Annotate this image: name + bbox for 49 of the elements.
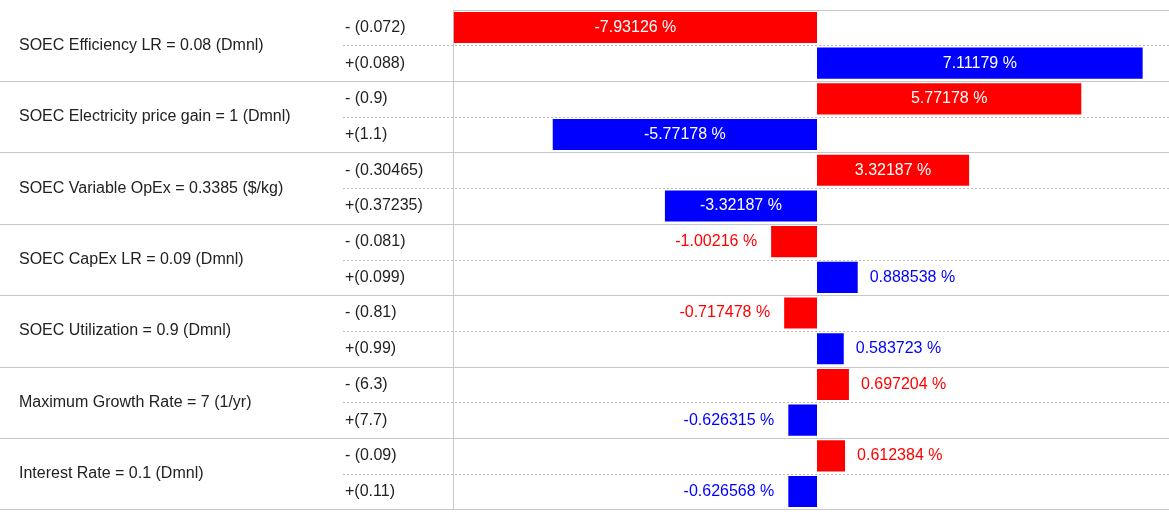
bar bbox=[817, 440, 846, 472]
y-tick-label: +(0.088) bbox=[345, 53, 406, 71]
y-tick-label: - (0.30465) bbox=[345, 160, 424, 178]
y-tick-label: +(7.7) bbox=[345, 410, 388, 428]
bar bbox=[817, 154, 970, 186]
bar bbox=[817, 47, 1143, 79]
bar bbox=[788, 404, 818, 436]
text: SOEC Electricity price gain = 1 (Dmnl) bbox=[19, 107, 291, 125]
data-label: -0.626568 % bbox=[683, 481, 775, 499]
bar bbox=[817, 368, 849, 400]
y-tick-label: +(0.11) bbox=[345, 481, 395, 499]
data-label: 5.77178 % bbox=[910, 89, 988, 107]
bar bbox=[453, 11, 818, 43]
data-label: -0.717478 % bbox=[679, 303, 771, 321]
data-label: -5.77178 % bbox=[643, 124, 726, 142]
y-tick-label: +(0.37235) bbox=[345, 196, 423, 214]
data-label: 7.11179 % bbox=[942, 53, 1017, 71]
data-label: 0.888538 % bbox=[869, 267, 956, 285]
bar bbox=[771, 226, 818, 258]
y-tick-label: +(1.1) bbox=[345, 124, 388, 142]
y-tick-label: - (0.072) bbox=[345, 17, 406, 35]
data-label: 0.583723 % bbox=[855, 339, 942, 357]
y-tick-label: - (0.9) bbox=[345, 89, 388, 107]
text: SOEC Variable OpEx = 0.3385 ($/kg) bbox=[19, 178, 284, 196]
y-tick-label: - (6.3) bbox=[345, 374, 388, 392]
bar bbox=[788, 476, 818, 508]
data-label: -1.00216 % bbox=[675, 232, 758, 250]
data-label: 0.612384 % bbox=[857, 446, 943, 464]
bar bbox=[817, 261, 858, 293]
data-label: -3.32187 % bbox=[700, 196, 782, 214]
data-label: -0.626315 % bbox=[683, 410, 775, 428]
y-tick-label: - (0.81) bbox=[345, 303, 397, 321]
text: SOEC Utilization = 0.9 (Dmnl) bbox=[19, 321, 232, 339]
data-label: -7.93126 % bbox=[594, 17, 677, 35]
text: Interest Rate = 0.1 (Dmnl) bbox=[19, 464, 204, 482]
bar bbox=[817, 83, 1082, 115]
y-tick-label: +(0.99) bbox=[345, 339, 397, 357]
text: SOEC CapEx LR = 0.09 (Dmnl) bbox=[19, 249, 244, 267]
y-tick-label: +(0.099) bbox=[345, 267, 406, 285]
bar bbox=[664, 190, 818, 222]
bar bbox=[784, 297, 818, 329]
data-label: 0.697204 % bbox=[860, 374, 947, 392]
data-label: 3.32187 % bbox=[854, 160, 932, 178]
text: SOEC Efficiency LR = 0.08 (Dmnl) bbox=[19, 35, 264, 53]
y-tick-label: - (0.09) bbox=[345, 446, 397, 464]
bar bbox=[552, 119, 818, 151]
bar bbox=[817, 333, 844, 365]
y-tick-label: - (0.081) bbox=[345, 232, 406, 250]
text: Maximum Growth Rate = 7 (1/yr) bbox=[19, 392, 252, 410]
